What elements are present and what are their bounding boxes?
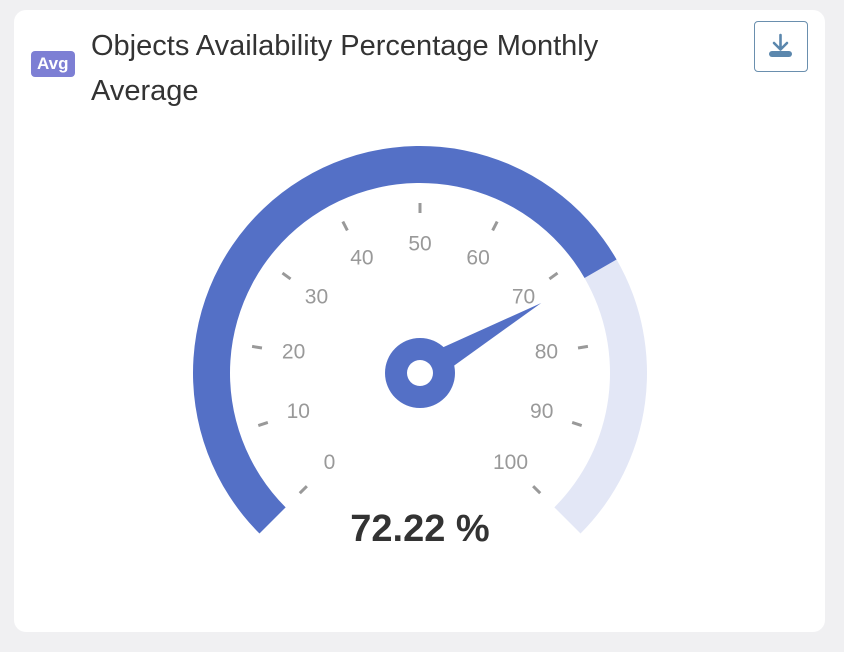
pointer-hub-hole xyxy=(407,360,433,386)
tick-label: 10 xyxy=(287,400,310,423)
tick-mark xyxy=(341,220,349,232)
tick-mark xyxy=(571,421,583,427)
tick-label: 20 xyxy=(282,341,305,364)
tick-mark xyxy=(532,485,542,495)
tick-label: 40 xyxy=(350,246,373,269)
tick-label: 80 xyxy=(535,341,558,364)
tick-mark xyxy=(251,344,263,350)
card: Avg Objects Availability Percentage Mont… xyxy=(14,10,825,632)
badge: Avg xyxy=(31,51,75,77)
tick-mark xyxy=(491,220,499,232)
download-icon xyxy=(769,33,792,57)
tick-label: 30 xyxy=(305,285,328,308)
tick-label: 100 xyxy=(493,451,528,474)
value-label: 72.22 % xyxy=(350,508,489,550)
tick-label: 60 xyxy=(466,246,489,269)
gauge-track xyxy=(554,259,648,534)
tick-mark xyxy=(257,421,269,427)
download-button[interactable] xyxy=(754,21,808,72)
gauge-progress xyxy=(192,145,617,534)
chart-title: Objects Availability Percentage Monthly … xyxy=(91,30,599,107)
tick-label: 90 xyxy=(530,400,553,423)
tick-mark xyxy=(548,271,559,281)
tick-label: 70 xyxy=(512,285,535,308)
tick-mark xyxy=(577,344,589,350)
tick-label: 50 xyxy=(408,233,431,256)
tick-mark xyxy=(281,271,292,281)
tick-mark xyxy=(298,485,308,495)
tick-label: 0 xyxy=(324,451,336,474)
